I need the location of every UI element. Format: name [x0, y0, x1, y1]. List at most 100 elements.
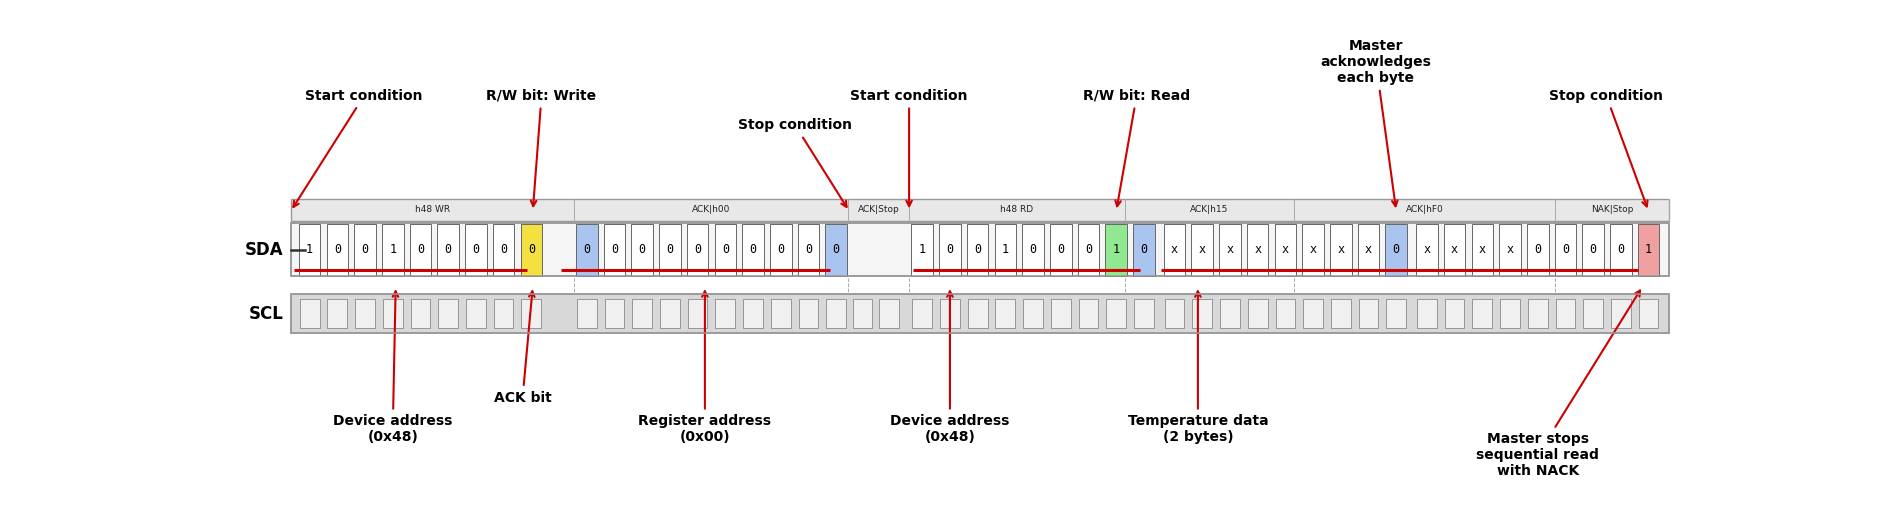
- Bar: [521, 299, 542, 328]
- Bar: [715, 224, 736, 275]
- Text: 0: 0: [501, 243, 506, 256]
- Bar: [1274, 224, 1297, 275]
- Text: 0: 0: [583, 243, 591, 256]
- Text: x: x: [1451, 243, 1459, 256]
- Bar: [742, 224, 764, 275]
- Text: SDA: SDA: [245, 241, 284, 259]
- Text: Start condition: Start condition: [851, 89, 967, 206]
- Text: 1: 1: [390, 243, 397, 256]
- Bar: [290, 223, 1669, 276]
- Text: ACK bit: ACK bit: [493, 291, 551, 404]
- Bar: [911, 224, 933, 275]
- Bar: [1050, 299, 1071, 328]
- Text: ACK|Stop: ACK|Stop: [858, 205, 900, 215]
- Text: 1: 1: [1112, 243, 1120, 256]
- Bar: [1302, 224, 1323, 275]
- Bar: [604, 299, 625, 328]
- Bar: [493, 224, 514, 275]
- Bar: [1500, 224, 1521, 275]
- Text: 0: 0: [666, 243, 674, 256]
- Bar: [967, 299, 988, 328]
- Bar: [661, 299, 679, 328]
- Bar: [1163, 224, 1186, 275]
- Text: 0: 0: [638, 243, 646, 256]
- Bar: [967, 224, 988, 275]
- Bar: [798, 224, 819, 275]
- Bar: [1611, 299, 1630, 328]
- Bar: [290, 294, 1669, 333]
- Bar: [1248, 224, 1268, 275]
- Bar: [327, 224, 348, 275]
- Bar: [687, 224, 708, 275]
- Bar: [1443, 224, 1466, 275]
- Text: Master stops
sequential read
with NACK: Master stops sequential read with NACK: [1475, 290, 1639, 478]
- Text: R/W bit: Read: R/W bit: Read: [1082, 89, 1189, 206]
- Text: Master
acknowledges
each byte: Master acknowledges each byte: [1321, 39, 1432, 206]
- Bar: [715, 299, 736, 328]
- Bar: [327, 299, 346, 328]
- Bar: [632, 299, 651, 328]
- Text: 0: 0: [1084, 243, 1092, 256]
- Bar: [798, 299, 819, 328]
- Bar: [521, 224, 542, 275]
- Bar: [1472, 224, 1492, 275]
- Text: x: x: [1282, 243, 1289, 256]
- Text: x: x: [1253, 243, 1261, 256]
- Bar: [299, 224, 320, 275]
- Bar: [1165, 299, 1184, 328]
- Bar: [290, 223, 1669, 276]
- Bar: [578, 299, 597, 328]
- Bar: [1022, 224, 1045, 275]
- Text: 0: 0: [1393, 243, 1400, 256]
- Text: 0: 0: [1140, 243, 1148, 256]
- Bar: [1500, 299, 1521, 328]
- Text: 0: 0: [777, 243, 785, 256]
- Bar: [1331, 299, 1351, 328]
- Bar: [826, 224, 847, 275]
- Text: x: x: [1423, 243, 1430, 256]
- Text: 0: 0: [527, 243, 534, 256]
- Bar: [1357, 224, 1380, 275]
- Text: x: x: [1479, 243, 1487, 256]
- Bar: [493, 299, 514, 328]
- Bar: [1415, 224, 1438, 275]
- Bar: [290, 200, 1669, 221]
- Bar: [410, 299, 431, 328]
- Text: 0: 0: [1029, 243, 1037, 256]
- Bar: [879, 299, 898, 328]
- Bar: [1637, 224, 1660, 275]
- Text: ACK|hF0: ACK|hF0: [1406, 205, 1443, 215]
- Bar: [1331, 224, 1351, 275]
- Bar: [467, 299, 486, 328]
- Text: x: x: [1506, 243, 1513, 256]
- Bar: [382, 299, 403, 328]
- Bar: [1135, 299, 1154, 328]
- Text: 0: 0: [612, 243, 617, 256]
- Text: 0: 0: [975, 243, 981, 256]
- Bar: [439, 299, 457, 328]
- Bar: [576, 224, 598, 275]
- Bar: [1107, 299, 1125, 328]
- Text: NAK|Stop: NAK|Stop: [1590, 205, 1634, 215]
- Bar: [1583, 299, 1603, 328]
- Bar: [299, 299, 320, 328]
- Text: 0: 0: [1562, 243, 1570, 256]
- Text: 0: 0: [749, 243, 757, 256]
- Text: 0: 0: [1058, 243, 1065, 256]
- Bar: [826, 299, 847, 328]
- Bar: [941, 299, 960, 328]
- Bar: [659, 224, 681, 275]
- Bar: [1193, 299, 1212, 328]
- Bar: [772, 299, 790, 328]
- Text: x: x: [1338, 243, 1344, 256]
- Bar: [1583, 224, 1603, 275]
- Bar: [996, 299, 1014, 328]
- Bar: [913, 299, 932, 328]
- Text: 0: 0: [1534, 243, 1541, 256]
- Text: x: x: [1227, 243, 1233, 256]
- Text: 1: 1: [1645, 243, 1652, 256]
- Bar: [356, 299, 375, 328]
- Bar: [437, 224, 459, 275]
- Bar: [1078, 224, 1099, 275]
- Bar: [410, 224, 431, 275]
